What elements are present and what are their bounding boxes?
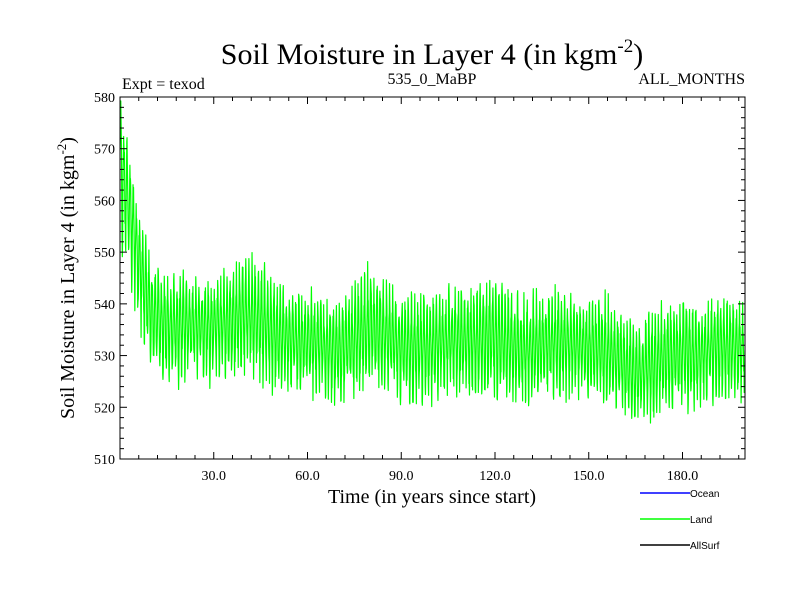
legend-allsurf-label: AllSurf bbox=[690, 541, 720, 552]
legend-land-label: Land bbox=[690, 515, 712, 526]
x-axis-tick-labels: 30.0 60.0 90.0 120.0 150.0 180.0 bbox=[202, 469, 699, 484]
x-tick-label: 120.0 bbox=[479, 469, 511, 484]
x-axis-title: Time (in years since start) bbox=[328, 486, 536, 508]
y-tick-label: 570 bbox=[94, 143, 115, 158]
plot-frame bbox=[119, 96, 746, 460]
y-tick-label: 560 bbox=[94, 194, 115, 209]
y-tick-label: 540 bbox=[94, 298, 115, 313]
x-tick-label: 180.0 bbox=[667, 469, 699, 484]
chart-title: Soil Moisture in Layer 4 (in kgm-2) bbox=[221, 36, 643, 71]
y-tick-label: 550 bbox=[94, 246, 115, 261]
y-tick-label: 580 bbox=[94, 91, 115, 106]
experiment-label: Expt = texod bbox=[122, 76, 205, 93]
months-label: ALL_MONTHS bbox=[638, 71, 745, 88]
y-tick-label: 520 bbox=[94, 401, 115, 416]
series-line-land bbox=[120, 100, 745, 424]
x-axis-ticks bbox=[138, 97, 740, 459]
y-tick-label: 510 bbox=[94, 453, 115, 468]
y-axis-title: Soil Moisture in Layer 4 (in kgm-2) bbox=[54, 137, 79, 419]
legend: Ocean Land AllSurf bbox=[640, 489, 720, 552]
legend-ocean-label: Ocean bbox=[690, 489, 719, 500]
y-axis-tick-labels: 510 520 530 540 550 560 570 580 bbox=[94, 91, 115, 468]
y-axis-ticks bbox=[120, 96, 745, 460]
period-label: 535_0_MaBP bbox=[388, 71, 477, 88]
series-layer bbox=[120, 100, 745, 424]
x-tick-label: 150.0 bbox=[573, 469, 605, 484]
x-tick-label: 60.0 bbox=[295, 469, 320, 484]
x-tick-label: 90.0 bbox=[389, 469, 414, 484]
y-tick-label: 530 bbox=[94, 350, 115, 365]
x-tick-label: 30.0 bbox=[202, 469, 227, 484]
plot-area: 510 520 530 540 550 560 570 580 30.0 60.0 90.0 120… bbox=[94, 91, 746, 484]
